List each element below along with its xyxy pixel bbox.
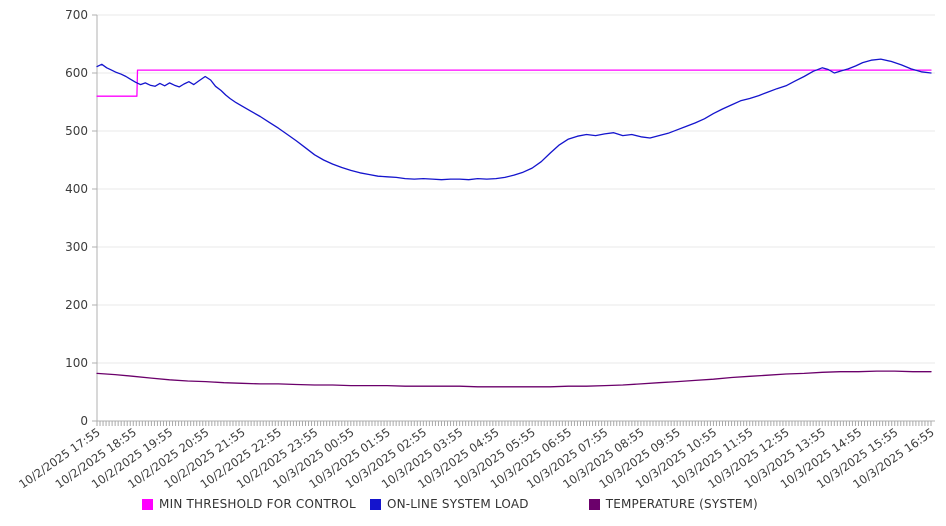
line-chart: 0 100 200 300 400 500 600 700 10/2/2025 17:5510/… <box>16 8 936 491</box>
y-tick-label: 200 <box>65 298 88 312</box>
gridlines <box>97 14 935 364</box>
legend-label-temperature: TEMPERATURE (SYSTEM) <box>605 497 758 511</box>
axes <box>96 15 935 422</box>
y-tick-label: 500 <box>65 124 88 138</box>
legend-item-min-threshold: MIN THRESHOLD FOR CONTROL <box>142 497 356 511</box>
y-tick-label: 400 <box>65 182 88 196</box>
legend-swatch-system-load-icon <box>369 498 381 510</box>
y-tick-label: 0 <box>80 414 88 428</box>
legend-swatch-temperature-icon <box>588 498 600 510</box>
series-on-line-system-load <box>96 58 932 181</box>
y-axis-labels: 0 100 200 300 400 500 600 700 <box>65 8 97 428</box>
x-minor-ticks <box>96 421 932 426</box>
y-tick-label: 700 <box>65 8 88 22</box>
y-tick-label: 600 <box>65 66 88 80</box>
y-tick-label: 100 <box>65 356 88 370</box>
chart-legend: MIN THRESHOLD FOR CONTROL ON-LINE SYSTEM… <box>0 497 930 511</box>
y-tick-label: 300 <box>65 240 88 254</box>
series-temperature-system <box>96 370 932 388</box>
legend-swatch-min-threshold-icon <box>142 498 154 510</box>
legend-item-system-load: ON-LINE SYSTEM LOAD <box>369 497 529 511</box>
legend-item-temperature: TEMPERATURE (SYSTEM) <box>588 497 758 511</box>
legend-label-min-threshold: MIN THRESHOLD FOR CONTROL <box>159 497 356 511</box>
legend-label-system-load: ON-LINE SYSTEM LOAD <box>386 497 529 511</box>
